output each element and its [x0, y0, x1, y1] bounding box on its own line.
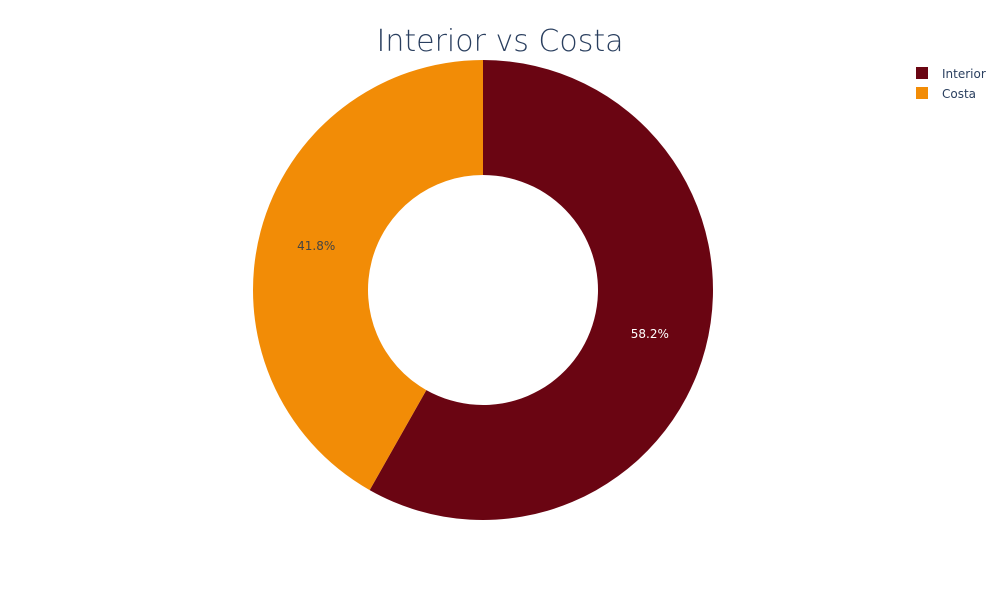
legend-swatch-costa	[916, 87, 928, 99]
legend-label-interior: Interior	[942, 67, 986, 81]
slice-costa[interactable]	[252, 59, 483, 491]
slice-interior[interactable]	[369, 60, 713, 520]
slice-labels-group: 58.2% 41.8%	[297, 239, 669, 341]
legend: Interior Costa	[916, 67, 986, 101]
chart-title: Interior vs Costa	[377, 24, 624, 59]
slices-group	[252, 59, 713, 520]
legend-item-interior[interactable]: Interior	[916, 67, 986, 81]
slice-label-interior: 58.2%	[631, 327, 669, 341]
legend-label-costa: Costa	[942, 87, 976, 101]
legend-item-costa[interactable]: Costa	[916, 87, 976, 101]
slice-label-costa: 41.8%	[297, 239, 335, 253]
legend-swatch-interior	[916, 67, 928, 79]
